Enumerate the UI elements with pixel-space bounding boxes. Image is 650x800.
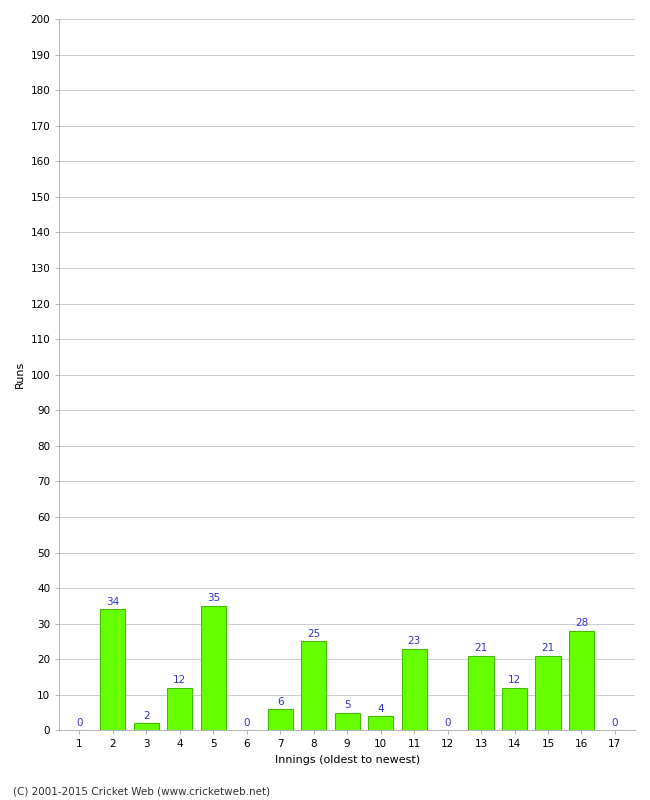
Text: 35: 35 bbox=[207, 594, 220, 603]
Bar bbox=[100, 610, 125, 730]
Text: 21: 21 bbox=[541, 643, 554, 654]
Text: 5: 5 bbox=[344, 700, 350, 710]
Text: 0: 0 bbox=[612, 718, 618, 728]
Bar bbox=[301, 642, 326, 730]
Text: (C) 2001-2015 Cricket Web (www.cricketweb.net): (C) 2001-2015 Cricket Web (www.cricketwe… bbox=[13, 786, 270, 796]
Text: 6: 6 bbox=[277, 697, 283, 706]
Y-axis label: Runs: Runs bbox=[15, 361, 25, 388]
Bar bbox=[167, 688, 192, 730]
Bar bbox=[368, 716, 393, 730]
Text: 34: 34 bbox=[106, 597, 120, 607]
Text: 0: 0 bbox=[76, 718, 83, 728]
X-axis label: Innings (oldest to newest): Innings (oldest to newest) bbox=[274, 755, 420, 765]
Text: 12: 12 bbox=[508, 675, 521, 686]
Bar bbox=[402, 649, 426, 730]
Bar bbox=[201, 606, 226, 730]
Text: 4: 4 bbox=[377, 704, 384, 714]
Bar bbox=[536, 656, 560, 730]
Bar bbox=[268, 709, 293, 730]
Bar bbox=[134, 723, 159, 730]
Bar bbox=[469, 656, 493, 730]
Text: 23: 23 bbox=[408, 636, 421, 646]
Text: 21: 21 bbox=[474, 643, 488, 654]
Bar bbox=[502, 688, 527, 730]
Bar bbox=[335, 713, 359, 730]
Bar bbox=[569, 631, 594, 730]
Text: 28: 28 bbox=[575, 618, 588, 628]
Text: 0: 0 bbox=[445, 718, 451, 728]
Text: 2: 2 bbox=[143, 711, 150, 721]
Text: 12: 12 bbox=[173, 675, 187, 686]
Text: 0: 0 bbox=[244, 718, 250, 728]
Text: 25: 25 bbox=[307, 629, 320, 639]
